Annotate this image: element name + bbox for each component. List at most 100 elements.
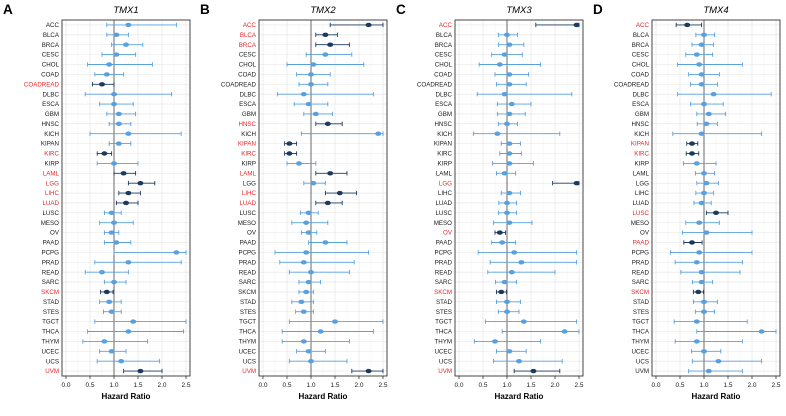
x-tick-label: 1.5 [723, 382, 732, 389]
forest-row-prad [94, 260, 182, 265]
forest-row-read [288, 269, 350, 275]
hr-point [123, 42, 129, 47]
hr-point [317, 329, 324, 334]
hr-point [530, 368, 537, 374]
forest-row-skcm [298, 289, 314, 295]
y-axis-label: KIRC [241, 151, 256, 158]
forest-row-uvm [687, 368, 743, 374]
y-axis-label: DLBC [42, 91, 59, 98]
forest-row-coad [94, 72, 125, 77]
forest-row-skcm [692, 289, 704, 295]
hr-point [125, 22, 132, 28]
hr-point [501, 52, 508, 57]
y-axis-label: BLCA [239, 32, 256, 39]
forest-row-esca [496, 101, 532, 107]
y-axis-label: LIHC [45, 190, 60, 197]
y-axis-label: BRCA [631, 42, 649, 49]
forest-row-luad [692, 200, 712, 206]
panel-title: TMX2 [310, 5, 336, 16]
x-tick-label: 2.5 [181, 382, 190, 389]
y-axis-label: KIPAN [237, 141, 255, 148]
y-axis-label: GBM [241, 111, 255, 118]
panel-letter: A [3, 2, 13, 17]
hr-point [309, 62, 316, 67]
y-axis-label: DLBC [435, 91, 452, 98]
y-axis-label: BLCA [43, 32, 60, 39]
hr-point [693, 161, 700, 166]
forest-row-gbm [496, 111, 526, 117]
forest-row-luad [314, 200, 343, 206]
forest-row-thym [473, 339, 542, 344]
hr-point [710, 91, 717, 97]
hr-point [305, 210, 312, 216]
y-axis-label: KIPAN [434, 141, 452, 148]
y-axis-label: GBM [438, 111, 452, 118]
hr-point [506, 161, 513, 166]
y-axis-label: LUSC [435, 210, 452, 217]
y-axis-label: PRAD [42, 259, 60, 266]
forest-row-stad [99, 299, 122, 305]
x-tick-label: 1.5 [526, 382, 535, 389]
hr-point [307, 358, 314, 364]
forest-row-acc [675, 22, 702, 28]
x-axis-title: Hazard Ratio [691, 392, 740, 401]
forest-row-tgct [673, 319, 748, 324]
forest-row-hnsc [108, 121, 132, 127]
forest-row-chol [286, 62, 364, 67]
forest-row-skcm [100, 289, 114, 295]
hr-point [700, 349, 707, 354]
forest-row-sarc [298, 279, 321, 285]
y-axis-label: SARC [42, 279, 60, 286]
hr-point [702, 180, 709, 186]
y-axis-label: BRCA [238, 42, 256, 49]
x-axis-title: Hazard Ratio [495, 392, 544, 401]
y-axis-label: LUAD [42, 200, 59, 207]
hr-point [712, 210, 719, 216]
y-axis-label: COADREAD [220, 81, 256, 88]
y-axis-label: PCPG [434, 249, 452, 256]
forest-row-ov [681, 230, 752, 235]
hr-point [305, 230, 312, 235]
forest-row-tgct [94, 319, 187, 324]
y-axis-label: KIPAN [630, 141, 648, 148]
forest-row-brca [111, 42, 144, 47]
hr-point [508, 101, 515, 107]
forest-row-coadread [91, 82, 115, 87]
forest-row-thca [695, 329, 776, 334]
y-axis-label: LUSC [42, 210, 59, 217]
forest-row-paad [103, 240, 132, 245]
forest-row-ov [103, 230, 120, 235]
forest-row-pcpg [274, 250, 369, 255]
forest-row-paad [491, 240, 517, 245]
forest-row-kirc [499, 151, 522, 156]
y-axis-label: COAD [238, 71, 256, 78]
hr-point [300, 339, 307, 344]
forest-row-lihc [118, 190, 141, 196]
y-axis-label: MESO [237, 220, 255, 227]
hr-point [714, 358, 721, 364]
forest-row-ucs [288, 358, 347, 364]
forest-row-meso [99, 220, 134, 225]
forest-plot-tmx2: B TMX2 ACC BLCA BRCA CESC CHOL COAD COADREAD DLBC… [200, 2, 388, 401]
y-axis-label: STAD [632, 299, 649, 306]
y-axis-label: TGCT [239, 319, 256, 326]
y-axis-label: HNSC [631, 121, 649, 128]
y-axis-label: UCEC [434, 348, 452, 355]
y-axis-label: BRCA [435, 42, 453, 49]
y-axis-label: UCEC [631, 348, 649, 355]
forest-row-acc [535, 22, 580, 28]
hr-point [173, 250, 180, 255]
y-axis-label: CHOL [238, 62, 256, 69]
y-axis-label: DLBC [239, 91, 256, 98]
y-axis-label: PRAD [238, 259, 256, 266]
x-tick-label: 0.5 [478, 382, 487, 389]
hr-point [300, 260, 307, 265]
hr-point [324, 121, 331, 127]
hr-point [111, 279, 117, 285]
forest-row-thca [87, 329, 185, 334]
hr-point [700, 309, 707, 314]
y-axis-label: UCS [439, 358, 452, 365]
y-axis-label: ESCA [632, 101, 650, 108]
panel-letter: B [200, 2, 210, 17]
